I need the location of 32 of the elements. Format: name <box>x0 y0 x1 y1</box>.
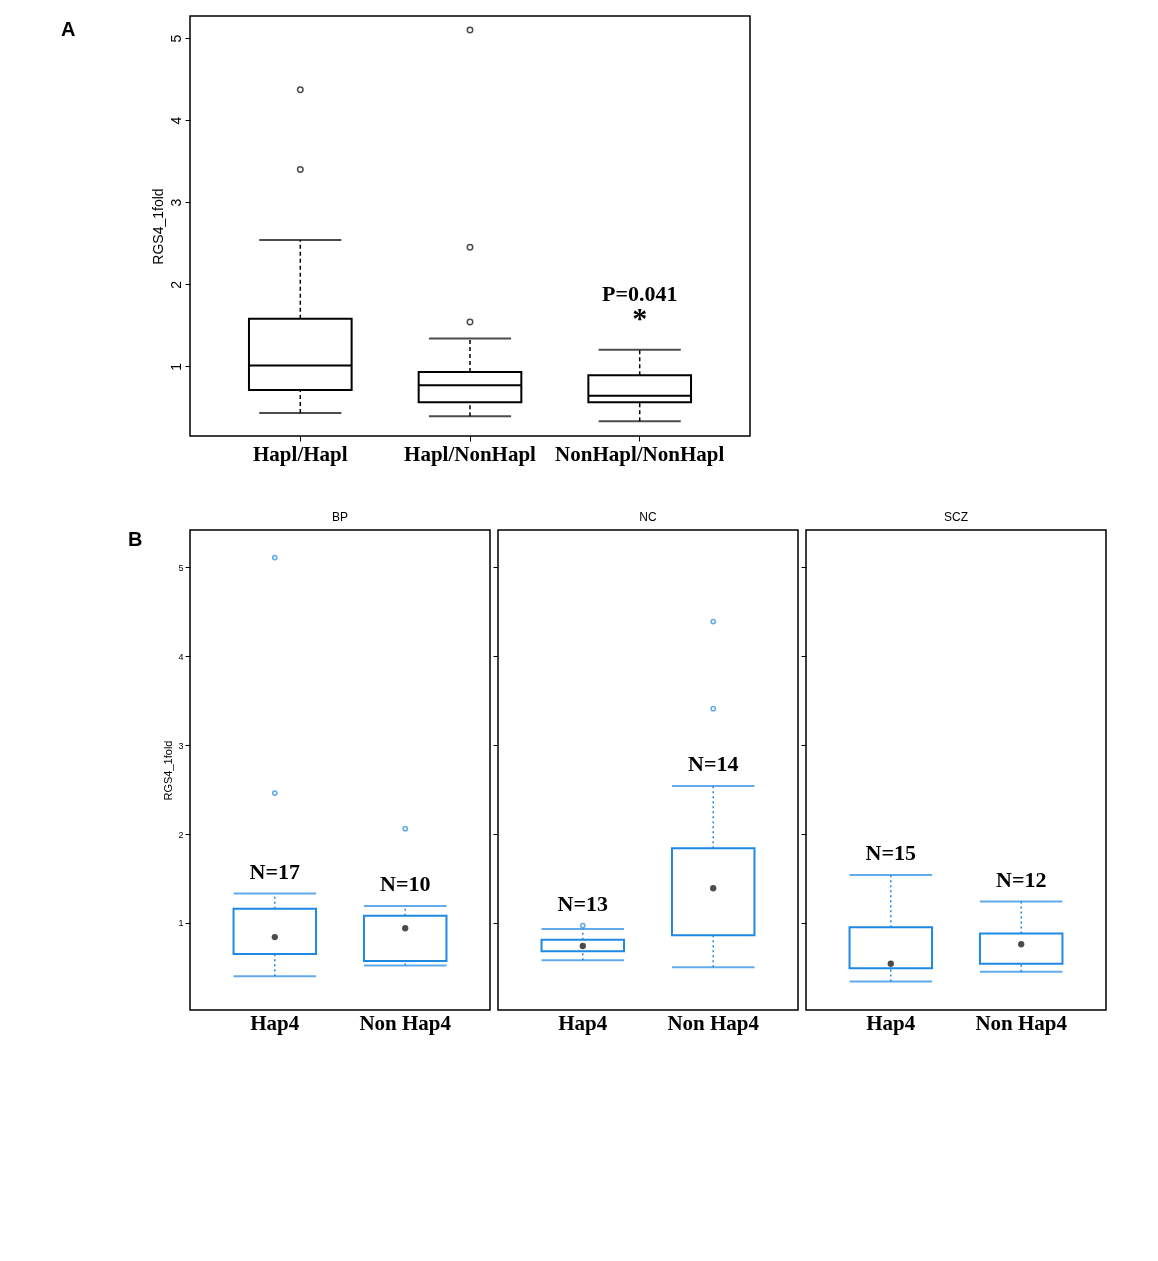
y-tick-label: 3 <box>178 740 184 751</box>
annotation: N=14 <box>688 751 739 776</box>
annotation: N=13 <box>557 890 608 916</box>
y-tick-label: 4 <box>167 116 184 125</box>
y-tick-label: 3 <box>167 198 184 207</box>
y-tick-label: 2 <box>178 829 184 840</box>
x-tick-label: Non Hap4 <box>975 1010 1068 1035</box>
chart-title: NC <box>639 510 657 524</box>
x-tick-label: NonHapl/NonHapl <box>555 441 725 466</box>
x-tick-label: Hap4 <box>250 1010 300 1035</box>
x-tick-label: Non Hap4 <box>359 1010 452 1035</box>
annotation: N=17 <box>249 858 300 884</box>
chart-title: SCZ <box>944 510 968 524</box>
y-tick-label: 4 <box>178 651 184 662</box>
y-tick-label: 1 <box>167 362 184 371</box>
x-tick-label: Hap4 <box>866 1010 916 1035</box>
y-tick-label: 5 <box>178 562 184 573</box>
y-tick-label: 1 <box>178 918 184 929</box>
y-axis-title: RGS4_1fold <box>149 188 166 265</box>
chart-title: BP <box>331 510 349 524</box>
annotation: N=12 <box>996 866 1047 892</box>
x-tick-label: Non Hap4 <box>667 1010 760 1035</box>
y-tick-label: 5 <box>167 34 184 43</box>
y-axis-title: RGS4_1fold <box>162 740 175 801</box>
annotation: N=10 <box>380 871 431 896</box>
x-tick-label: Hapl/NonHapl <box>404 441 537 466</box>
annotation: N=15 <box>865 839 916 865</box>
text: B <box>128 528 143 550</box>
chart-title: A <box>61 18 76 40</box>
x-tick-label: Hap4 <box>558 1010 608 1035</box>
y-tick-label: 2 <box>167 280 184 289</box>
x-tick-label: Hapl/Hapl <box>253 441 348 466</box>
